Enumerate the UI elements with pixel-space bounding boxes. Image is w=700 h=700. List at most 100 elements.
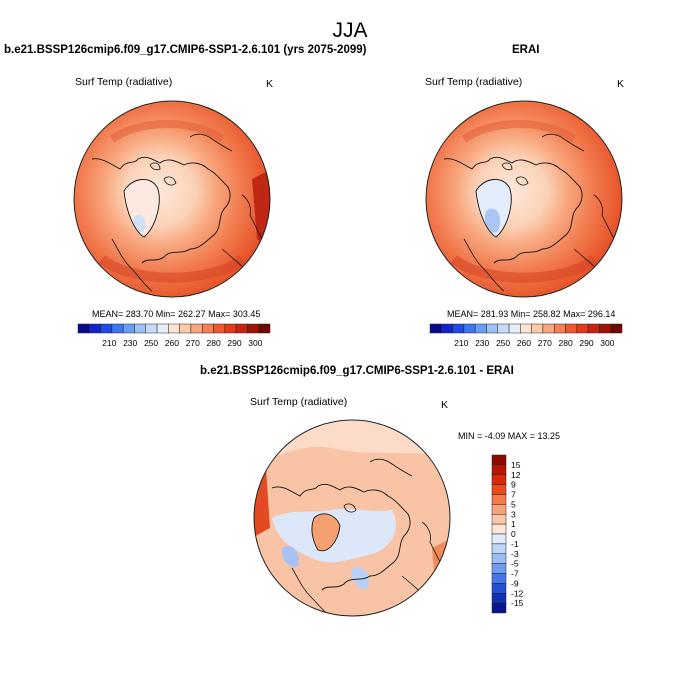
colorbar-1-box-7 <box>156 323 169 334</box>
temperature-field <box>426 101 622 297</box>
cold-patch <box>133 214 146 233</box>
colorbar-1-tick-7: 300 <box>248 338 262 348</box>
colorbar-3-box-6 <box>491 514 507 525</box>
colorbar-3-tick-14: -15 <box>511 598 524 608</box>
map-model <box>73 100 271 298</box>
colorbar-3-tick-8: -1 <box>511 539 519 549</box>
colorbar-2-tick-5: 280 <box>559 338 573 348</box>
colorbar-2-box-11 <box>553 323 566 334</box>
colorbar-2-box-8 <box>520 323 532 334</box>
map-erai <box>425 100 623 298</box>
coastline-continents <box>443 156 583 264</box>
colorbar-1-tick-6: 290 <box>227 338 241 348</box>
colorbar-2-tick-3: 260 <box>517 338 531 348</box>
colorbar-model: 210 230 250 260 270 280 290 300 <box>77 323 271 348</box>
colorbar-3-tick-12: -9 <box>511 578 519 588</box>
panel-2-variable: Surf Temp (radiative) <box>425 76 523 88</box>
colorbar-2-box-7 <box>508 323 521 334</box>
map-border <box>425 100 623 298</box>
coastline-continents <box>271 483 411 591</box>
colorbar-3-tick-5: 3 <box>511 509 516 519</box>
panel-3-units: K <box>441 399 449 411</box>
colorbar-1-box-15 <box>247 323 259 334</box>
panel-1-stats: MEAN= 283.70 Min= 262.27 Max= 303.45 <box>92 309 261 319</box>
colorbar-2-box-0 <box>429 323 442 334</box>
colorbar-3-tick-6: 1 <box>511 519 516 529</box>
colorbar-3-box-15 <box>491 602 507 614</box>
colorbar-2-box-6 <box>497 323 510 334</box>
colorbar-1-tick-1: 230 <box>123 338 137 348</box>
colorbar-3-tick-2: 9 <box>511 480 516 490</box>
colorbar-3-tick-10: -5 <box>511 559 519 569</box>
colorbar-1-box-16 <box>258 323 271 334</box>
colorbar-2-box-10 <box>542 323 555 334</box>
colorbar-3-tick-11: -7 <box>511 569 519 579</box>
colorbar-2-box-15 <box>599 323 611 334</box>
colorbar-2-box-13 <box>576 323 589 334</box>
colorbar-3-box-10 <box>491 553 507 564</box>
colorbar-2-box-1 <box>441 323 453 334</box>
colorbar-2-tick-6: 290 <box>579 338 593 348</box>
panel-1-variable: Surf Temp (radiative) <box>75 76 173 88</box>
colorbar-3-box-2 <box>491 474 507 485</box>
panel-2-stats: MEAN= 281.93 Min= 258.82 Max= 296.14 <box>447 309 616 319</box>
temperature-field <box>74 101 270 297</box>
figure-title: JJA <box>332 19 368 42</box>
colorbar-3-box-3 <box>491 484 507 495</box>
coastline-greenland <box>475 179 512 238</box>
colorbar-1-box-5 <box>134 323 147 334</box>
colorbar-3-tick-9: -3 <box>511 549 519 559</box>
colorbar-2-box-3 <box>463 323 476 334</box>
colorbar-3-box-14 <box>491 593 507 604</box>
colorbar-1-tick-0: 210 <box>102 338 116 348</box>
colorbar-3-box-8 <box>491 533 507 545</box>
panel-2-units: K <box>617 78 625 90</box>
panel-2-title: ERAI <box>512 44 540 56</box>
coastline-greenland <box>123 179 160 238</box>
colorbar-3-box-12 <box>491 573 507 584</box>
colorbar-1-tick-3: 260 <box>165 338 179 348</box>
colorbar-1-box-2 <box>100 323 113 334</box>
colorbar-1-box-8 <box>168 323 180 334</box>
colorbar-1-box-14 <box>235 323 248 334</box>
map-border <box>73 100 271 298</box>
colorbar-3-box-0 <box>491 454 507 466</box>
colorbar-3-tick-1: 12 <box>511 470 521 480</box>
colorbar-2-tick-4: 270 <box>538 338 552 348</box>
colorbar-2-box-12 <box>565 323 578 334</box>
colorbar-1-tick-2: 250 <box>144 338 158 348</box>
colorbar-3-box-7 <box>491 523 507 535</box>
colorbar-1-box-11 <box>201 323 214 334</box>
colorbar-2-box-5 <box>486 323 499 334</box>
colorbar-2-box-16 <box>610 323 623 334</box>
colorbar-3-box-11 <box>491 563 507 574</box>
panel-3-title: b.e21.BSSP126cmip6.f09_g17.CMIP6-SSP1-2.… <box>200 365 514 377</box>
colorbar-3-tick-7: 0 <box>511 529 516 539</box>
colorbar-3-box-9 <box>491 543 507 554</box>
colorbar-2-box-14 <box>587 323 600 334</box>
colorbar-3-box-4 <box>491 494 507 505</box>
colorbar-1-box-12 <box>213 323 226 334</box>
colorbar-3-box-5 <box>491 504 507 515</box>
colorbar-2-box-4 <box>474 323 487 334</box>
colorbar-1-tick-4: 270 <box>186 338 200 348</box>
coastline-continents <box>91 156 231 264</box>
colorbar-1-box-4 <box>122 323 135 334</box>
colorbar-3-tick-0: 15 <box>511 460 521 470</box>
colorbar-3-box-1 <box>491 464 507 475</box>
colorbar-1-box-3 <box>111 323 124 334</box>
colorbar-2-tick-1: 230 <box>475 338 489 348</box>
colorbar-1-box-6 <box>145 323 158 334</box>
panel-3-stats: MIN = -4.09 MAX = 13.25 <box>458 431 561 441</box>
colorbar-2-tick-2: 250 <box>496 338 510 348</box>
colorbar-erai: 210 230 250 260 270 280 290 300 <box>429 323 623 348</box>
colorbar-1-box-9 <box>179 323 192 334</box>
cold-patch <box>484 208 501 233</box>
panel-3-variable: Surf Temp (radiative) <box>250 396 348 408</box>
coastline-greenland <box>311 513 341 552</box>
panel-1-units: K <box>266 78 274 90</box>
map-border <box>253 419 451 617</box>
colorbar-2-tick-7: 300 <box>600 338 614 348</box>
colorbar-1-box-1 <box>89 323 101 334</box>
